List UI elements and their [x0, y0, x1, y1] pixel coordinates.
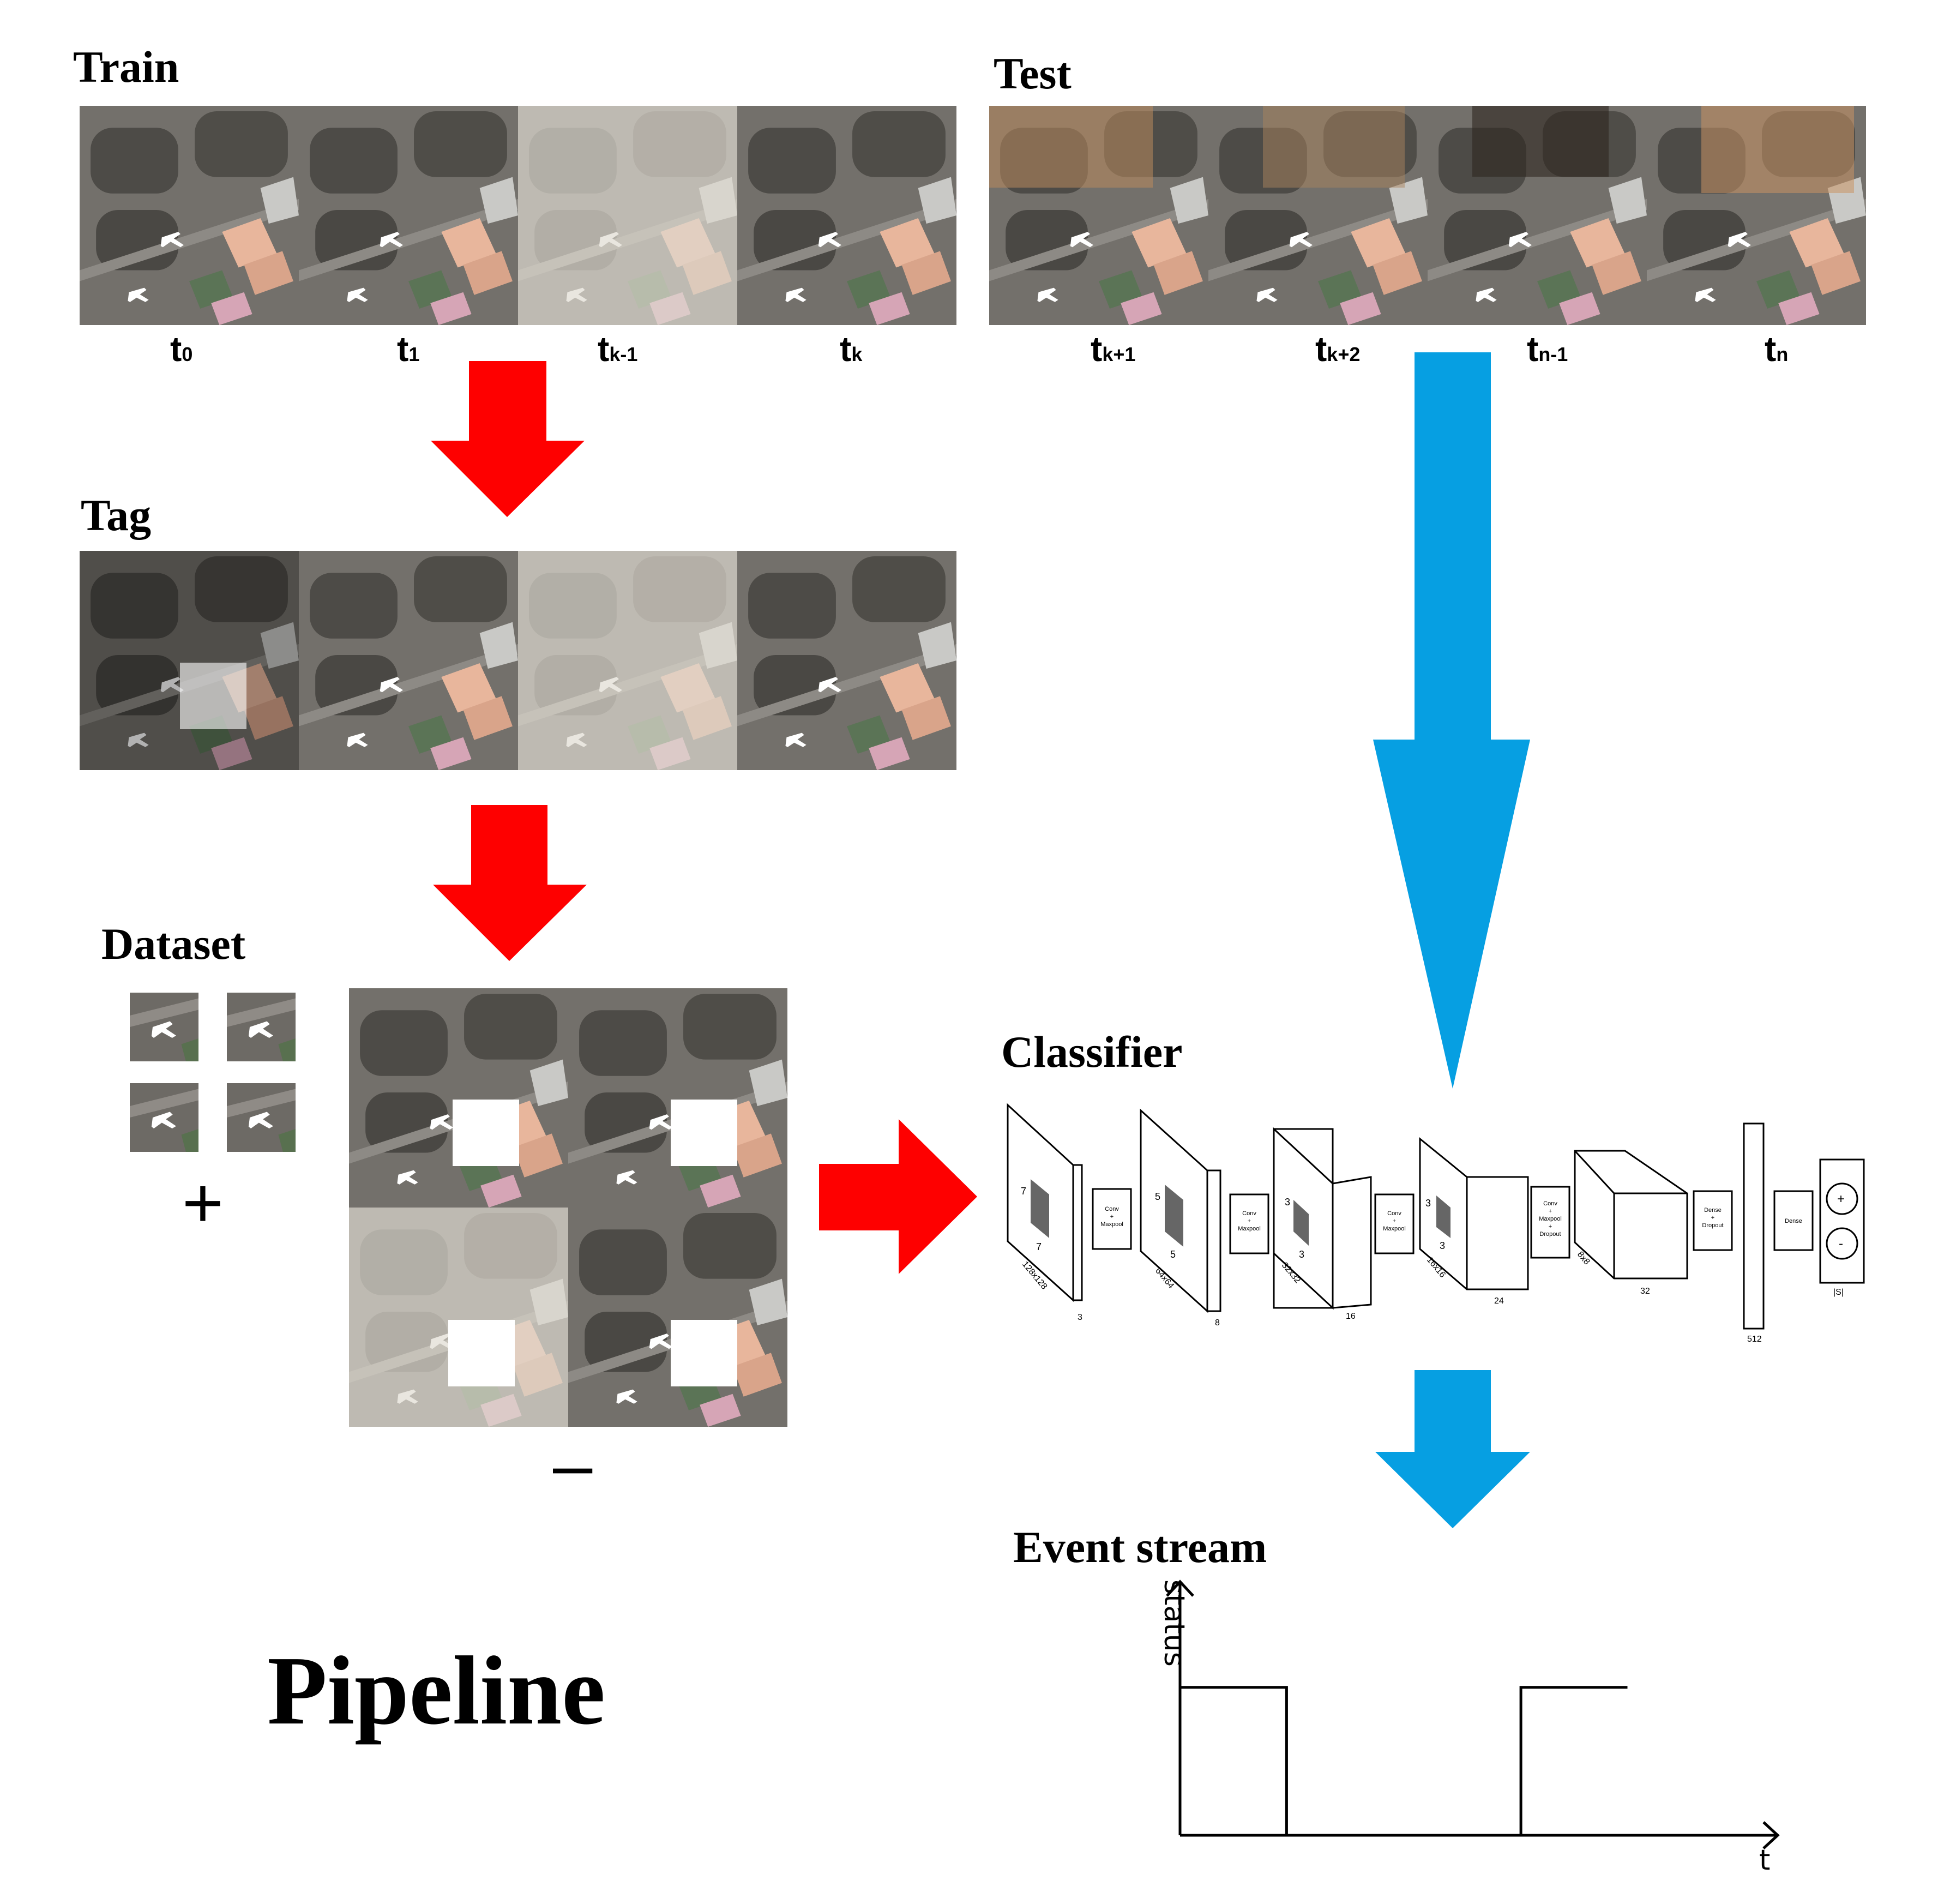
positive-sign: +	[182, 1163, 224, 1242]
op-box-3	[1374, 1193, 1415, 1254]
op-4-line-1: Conv	[1543, 1200, 1557, 1207]
kernel-label-3a: 3	[1285, 1197, 1290, 1208]
output-plus-label: +	[1837, 1192, 1845, 1206]
blue-arrow-classifier-to-events	[1375, 1370, 1530, 1528]
layer-2-slab-side	[1206, 1169, 1221, 1312]
negative-sign: –	[553, 1425, 593, 1504]
op-5-line-3: Dropout	[1702, 1222, 1723, 1229]
test-time-k+1: tk+1	[1091, 329, 1135, 369]
layer-1-slab-side	[1072, 1164, 1083, 1301]
kernel-label-4b: 3	[1440, 1240, 1445, 1251]
output-negative-node	[1826, 1227, 1858, 1260]
dataset-label: Dataset	[101, 919, 245, 969]
red-arrow-dataset-to-classifier	[819, 1119, 977, 1274]
layer-3-kernel	[1293, 1200, 1309, 1246]
op-3-line-3: Maxpool	[1383, 1226, 1406, 1232]
test-time-k+2: tk+2	[1315, 329, 1360, 369]
x-axis-arrowhead	[1762, 1821, 1780, 1849]
op-5-line-2: +	[1711, 1215, 1714, 1221]
op-4-line-3: Maxpool	[1539, 1216, 1562, 1222]
event-stream-chart: status t	[1158, 1579, 1780, 1877]
op-5-line-1: Dense	[1704, 1207, 1722, 1214]
negative-masked-images	[349, 988, 787, 1427]
kernel-label-4a: 3	[1425, 1198, 1431, 1209]
train-time-k-1: tk-1	[598, 329, 637, 369]
channels-label-4: 24	[1494, 1296, 1504, 1306]
event-stream-label: Event stream	[1013, 1522, 1267, 1572]
op-box-2	[1229, 1193, 1269, 1254]
op-1-line-2: +	[1110, 1214, 1114, 1220]
tag-label: Tag	[81, 490, 151, 540]
status-line	[1180, 1686, 1628, 1837]
channels-label-3: 16	[1346, 1312, 1356, 1321]
train-time-0: t0	[170, 329, 192, 369]
op-6-line-1: Dense	[1785, 1218, 1802, 1224]
layer-2-kernel	[1165, 1185, 1183, 1247]
layer-5-box	[1574, 1150, 1688, 1280]
op-4-line-4: +	[1549, 1223, 1552, 1230]
dense-512-bar	[1743, 1122, 1765, 1330]
kernel-label-3b: 3	[1299, 1249, 1304, 1260]
train-time-1: t1	[397, 329, 419, 369]
output-positive-node	[1826, 1182, 1858, 1215]
op-2-line-2: +	[1248, 1218, 1251, 1224]
output-size-label: |S|	[1833, 1288, 1844, 1297]
output-box	[1819, 1158, 1865, 1284]
train-label: Train	[73, 42, 179, 92]
op-1-line-3: Maxpool	[1100, 1221, 1123, 1228]
test-time-n-1: tn-1	[1527, 329, 1568, 369]
op-4-line-5: Dropout	[1539, 1231, 1561, 1238]
channels-label-1: 3	[1078, 1313, 1082, 1322]
op-box-1	[1092, 1188, 1132, 1250]
classifier-network	[1007, 1103, 1865, 1330]
op-3-line-1: Conv	[1387, 1210, 1401, 1217]
op-4-line-2: +	[1549, 1208, 1552, 1215]
layer-4-kernel	[1436, 1196, 1451, 1238]
test-label: Test	[994, 49, 1072, 98]
layer-3-side	[1332, 1176, 1372, 1309]
op-2-line-3: Maxpool	[1238, 1226, 1261, 1232]
test-image-strip	[989, 106, 1866, 325]
op-3-line-2: +	[1393, 1218, 1396, 1224]
x-axis-label: t	[1759, 1844, 1770, 1877]
output-minus-label: -	[1839, 1236, 1843, 1251]
positive-crops	[130, 993, 296, 1152]
op-box-5	[1693, 1190, 1733, 1251]
channels-label-2: 8	[1215, 1318, 1220, 1328]
y-axis-arrowhead	[1166, 1579, 1194, 1597]
layer-1-kernel	[1031, 1179, 1049, 1238]
tag-image-strip	[80, 551, 956, 770]
blue-arrow-test-to-classifier	[1373, 352, 1530, 1089]
classifier-label: Classifier	[1001, 1027, 1182, 1077]
channels-label-5: 32	[1640, 1287, 1650, 1296]
op-box-4	[1530, 1186, 1570, 1259]
kernel-label-2a: 5	[1155, 1191, 1160, 1202]
test-time-n: tn	[1765, 329, 1788, 369]
op-2-line-1: Conv	[1242, 1210, 1256, 1217]
train-time-k: tk	[840, 329, 863, 369]
y-axis-label: status	[1158, 1579, 1190, 1667]
op-box-6	[1773, 1190, 1814, 1251]
red-arrow-tag-to-dataset	[433, 805, 587, 961]
op-1-line-1: Conv	[1105, 1206, 1119, 1212]
kernel-label-2b: 5	[1170, 1249, 1176, 1260]
kernel-label-1a: 7	[1021, 1186, 1026, 1197]
red-arrow-train-to-tag	[431, 361, 585, 517]
pipeline-title: Pipeline	[267, 1636, 605, 1745]
train-image-strip	[80, 106, 956, 325]
kernel-label-1b: 7	[1036, 1241, 1042, 1252]
dense-units-label: 512	[1747, 1335, 1762, 1344]
